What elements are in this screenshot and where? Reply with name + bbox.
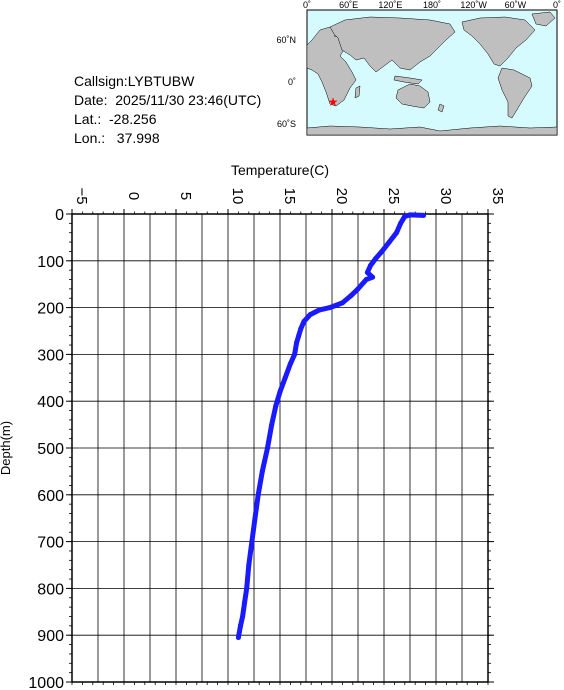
latitude-text: Lat.: -28.256 xyxy=(74,111,157,127)
profile-point xyxy=(240,614,246,619)
profile-point xyxy=(277,389,283,395)
profile-chart: −5 0 5 10 15 20 25 30 35 0 100 200 300 400 500 600 700 8… xyxy=(0,162,506,690)
profile-point xyxy=(363,277,369,282)
y-tick-label: 200 xyxy=(37,301,64,318)
x-tick-label: 20 xyxy=(333,188,350,205)
map-lat-label: 0˚ xyxy=(288,77,296,87)
map-lon-label: 60˚W xyxy=(505,0,527,10)
y-tick-label: 700 xyxy=(37,535,64,552)
world-map: ★ 0˚ 60˚E 120˚E 180˚ 120˚W 60˚W 0˚ 60˚N 0˚ 60˚S xyxy=(276,0,561,136)
profile-point xyxy=(298,326,304,332)
map-land-indonesia xyxy=(393,75,423,85)
y-tick-label: 800 xyxy=(37,581,64,598)
map-lon-label: 0˚ xyxy=(553,0,561,10)
profile-point xyxy=(244,585,250,591)
map-land-south-america xyxy=(497,67,533,119)
y-tick-label: 100 xyxy=(37,254,64,271)
x-axis-ticks: −5 0 5 10 15 20 25 30 35 xyxy=(71,187,506,685)
profile-point xyxy=(287,361,293,367)
map-lat-label: 60˚N xyxy=(276,35,296,45)
profile-point xyxy=(348,293,354,299)
map-land-antarctica xyxy=(306,125,558,136)
x-tick-label: 25 xyxy=(385,188,402,205)
profile-point xyxy=(402,213,408,219)
profile-point xyxy=(394,230,399,236)
profile-point xyxy=(301,319,307,325)
x-tick-label: 10 xyxy=(229,188,246,205)
profile-point xyxy=(265,445,270,451)
profile-point xyxy=(259,468,265,474)
profile-point xyxy=(255,492,261,498)
station-marker-icon: ★ xyxy=(328,95,339,109)
profile-line xyxy=(235,212,426,640)
profile-point xyxy=(386,239,392,245)
profile-point xyxy=(307,312,313,318)
map-lon-label: 180˚ xyxy=(423,0,441,10)
date-text: Date: 2025/11/30 23:46(UTC) xyxy=(74,92,262,108)
map-lon-label: 0˚ xyxy=(303,0,311,10)
map-land-north-america xyxy=(461,16,536,67)
profile-point xyxy=(249,539,255,545)
y-tick-label: 1000 xyxy=(28,675,64,690)
profile-point xyxy=(407,212,413,218)
profile-point xyxy=(252,515,258,521)
x-tick-label: −5 xyxy=(73,187,90,204)
map-lon-label: 60˚E xyxy=(339,0,358,10)
callsign-text: Callsign:LYBTUBW xyxy=(74,73,195,89)
profile-point xyxy=(327,305,333,311)
x-tick-label: 15 xyxy=(281,188,298,205)
y-tick-label: 500 xyxy=(37,441,64,458)
profile-point xyxy=(421,212,426,218)
x-tick-label: 5 xyxy=(177,192,194,200)
profile-point xyxy=(317,307,322,313)
y-tick-label: 300 xyxy=(37,347,64,364)
map-lon-label: 120˚W xyxy=(460,0,487,10)
profile-point xyxy=(238,623,243,629)
map-latitude-labels: 60˚N 0˚ 60˚S xyxy=(276,35,296,129)
map-lat-label: 60˚S xyxy=(277,119,296,129)
y-tick-label: 600 xyxy=(37,488,64,505)
profile-point xyxy=(235,635,241,640)
profile-point xyxy=(370,274,376,280)
map-land-asia xyxy=(329,16,456,73)
y-axis-ticks: 0 100 200 300 400 500 600 700 800 900 1000 xyxy=(28,207,494,690)
profile-point xyxy=(292,351,298,357)
profile-point xyxy=(373,256,379,261)
profile-point xyxy=(269,422,275,428)
profile-point xyxy=(398,220,404,226)
y-axis-title: Depth(m) xyxy=(0,421,13,475)
y-tick-label: 900 xyxy=(37,628,64,645)
map-lon-label: 120˚E xyxy=(378,0,402,10)
profile-point xyxy=(368,263,373,268)
profile-point xyxy=(364,270,370,275)
map-land-madagascar xyxy=(354,85,361,99)
profile-point xyxy=(339,300,345,306)
profile-point xyxy=(242,599,248,605)
map-land-greenland xyxy=(531,11,556,27)
profile-point xyxy=(296,333,302,339)
chart-grid xyxy=(71,213,489,683)
x-tick-label: 30 xyxy=(437,188,454,205)
x-tick-label: 35 xyxy=(489,188,506,205)
longitude-text: Lon.: 37.998 xyxy=(74,130,160,146)
y-tick-label: 0 xyxy=(55,207,64,224)
map-longitude-labels: 0˚ 60˚E 120˚E 180˚ 120˚W 60˚W 0˚ xyxy=(303,0,561,10)
profile-point xyxy=(246,562,252,568)
profile-point xyxy=(273,403,279,409)
x-axis-title: Temperature(C) xyxy=(231,162,329,178)
map-land-australia xyxy=(395,83,431,109)
temperature-profile-series xyxy=(235,212,426,640)
profile-point xyxy=(379,248,385,254)
profile-point xyxy=(294,340,300,346)
x-tick-label: 0 xyxy=(125,192,142,200)
y-tick-label: 400 xyxy=(37,394,64,411)
profile-point xyxy=(282,375,288,381)
map-land-new-zealand xyxy=(437,103,445,113)
station-info: Callsign:LYBTUBW Date: 2025/11/30 23:46(… xyxy=(74,72,261,148)
profile-point xyxy=(355,286,361,292)
